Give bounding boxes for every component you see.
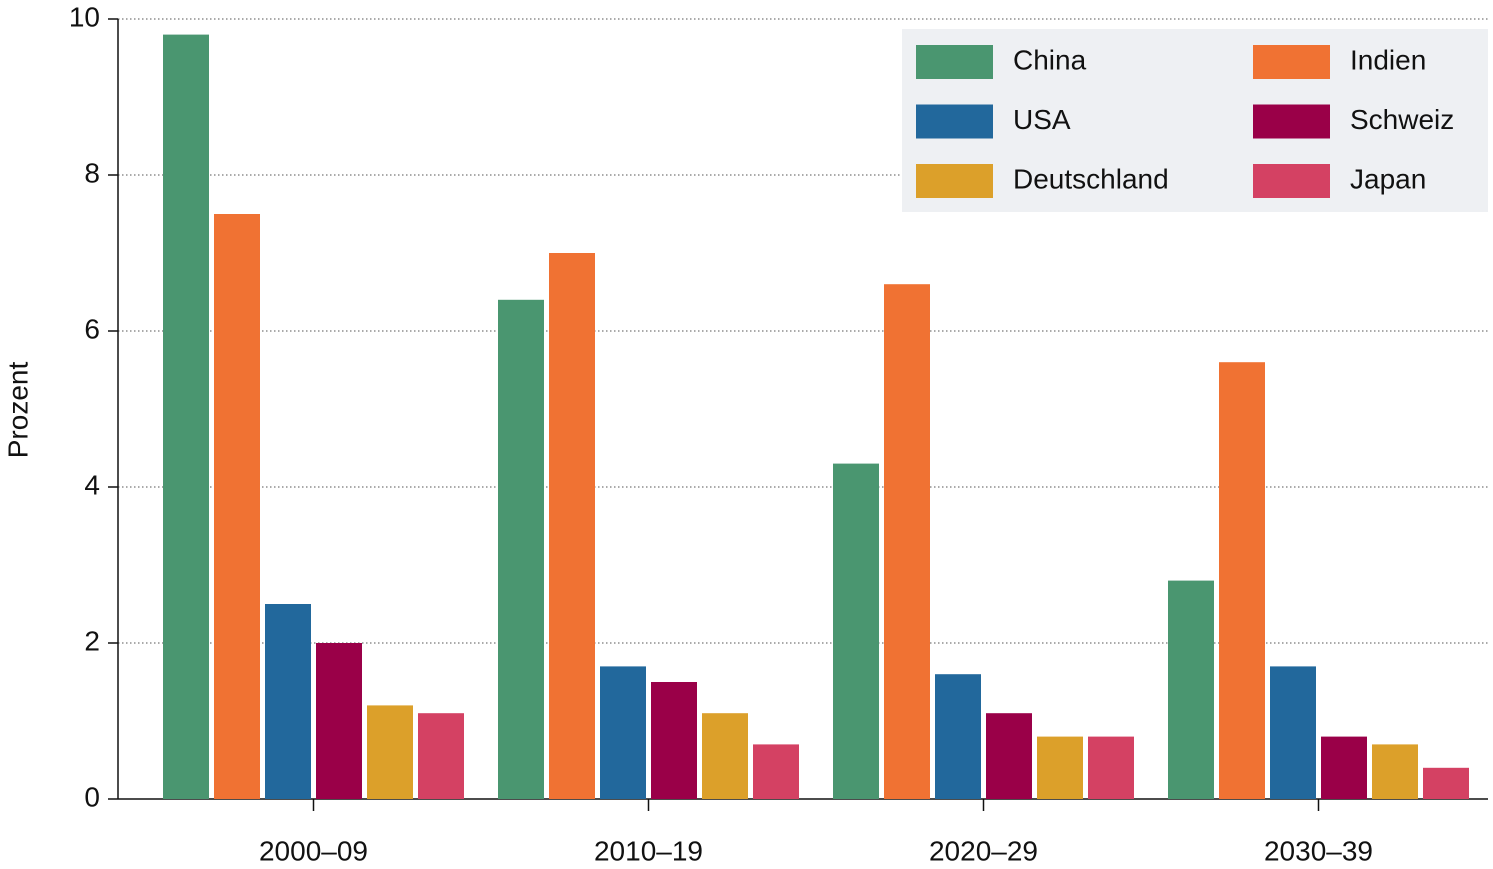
bar bbox=[214, 214, 260, 799]
bar bbox=[418, 713, 464, 799]
legend-swatch bbox=[916, 164, 993, 198]
bar bbox=[549, 253, 595, 799]
bar bbox=[651, 682, 697, 799]
legend-label: Japan bbox=[1350, 163, 1426, 194]
bar bbox=[753, 744, 799, 799]
bar bbox=[498, 299, 544, 799]
y-tick-label: 4 bbox=[84, 469, 100, 500]
legend-swatch bbox=[916, 104, 993, 139]
bar bbox=[1168, 580, 1214, 799]
bar bbox=[163, 34, 209, 800]
y-tick-label: 10 bbox=[69, 1, 100, 32]
x-tick-label: 2030–39 bbox=[1264, 835, 1373, 866]
legend-label: Schweiz bbox=[1350, 104, 1454, 135]
bar bbox=[884, 284, 930, 799]
bar bbox=[1372, 744, 1418, 799]
legend-label: Indien bbox=[1350, 44, 1426, 75]
bar bbox=[986, 713, 1032, 799]
bar bbox=[1321, 736, 1367, 799]
legend-label: USA bbox=[1013, 104, 1071, 135]
bar bbox=[1423, 767, 1469, 799]
bar bbox=[1219, 362, 1265, 799]
legend-swatch bbox=[1253, 164, 1330, 198]
legend-swatch bbox=[1253, 104, 1330, 139]
bar bbox=[702, 713, 748, 799]
bar bbox=[367, 705, 413, 799]
legend-swatch bbox=[1253, 45, 1330, 79]
y-tick-label: 8 bbox=[84, 157, 100, 188]
y-tick-label: 2 bbox=[84, 625, 100, 656]
bar bbox=[833, 463, 879, 799]
bar bbox=[316, 643, 362, 799]
legend-swatch bbox=[916, 45, 993, 79]
x-tick-label: 2000–09 bbox=[259, 835, 368, 866]
legend-label: Deutschland bbox=[1013, 163, 1169, 194]
bar bbox=[935, 674, 981, 799]
legend-box bbox=[902, 29, 1488, 212]
bar bbox=[265, 604, 311, 799]
x-tick-label: 2020–29 bbox=[929, 835, 1038, 866]
bar bbox=[1037, 736, 1083, 799]
bar bbox=[600, 666, 646, 799]
y-tick-label: 6 bbox=[84, 313, 100, 344]
legend-label: China bbox=[1013, 44, 1087, 75]
bar bbox=[1088, 736, 1134, 799]
y-tick-label: 0 bbox=[84, 781, 100, 812]
bar bbox=[1270, 666, 1316, 799]
x-tick-label: 2010–19 bbox=[594, 835, 703, 866]
y-axis-label: Prozent bbox=[2, 362, 33, 459]
